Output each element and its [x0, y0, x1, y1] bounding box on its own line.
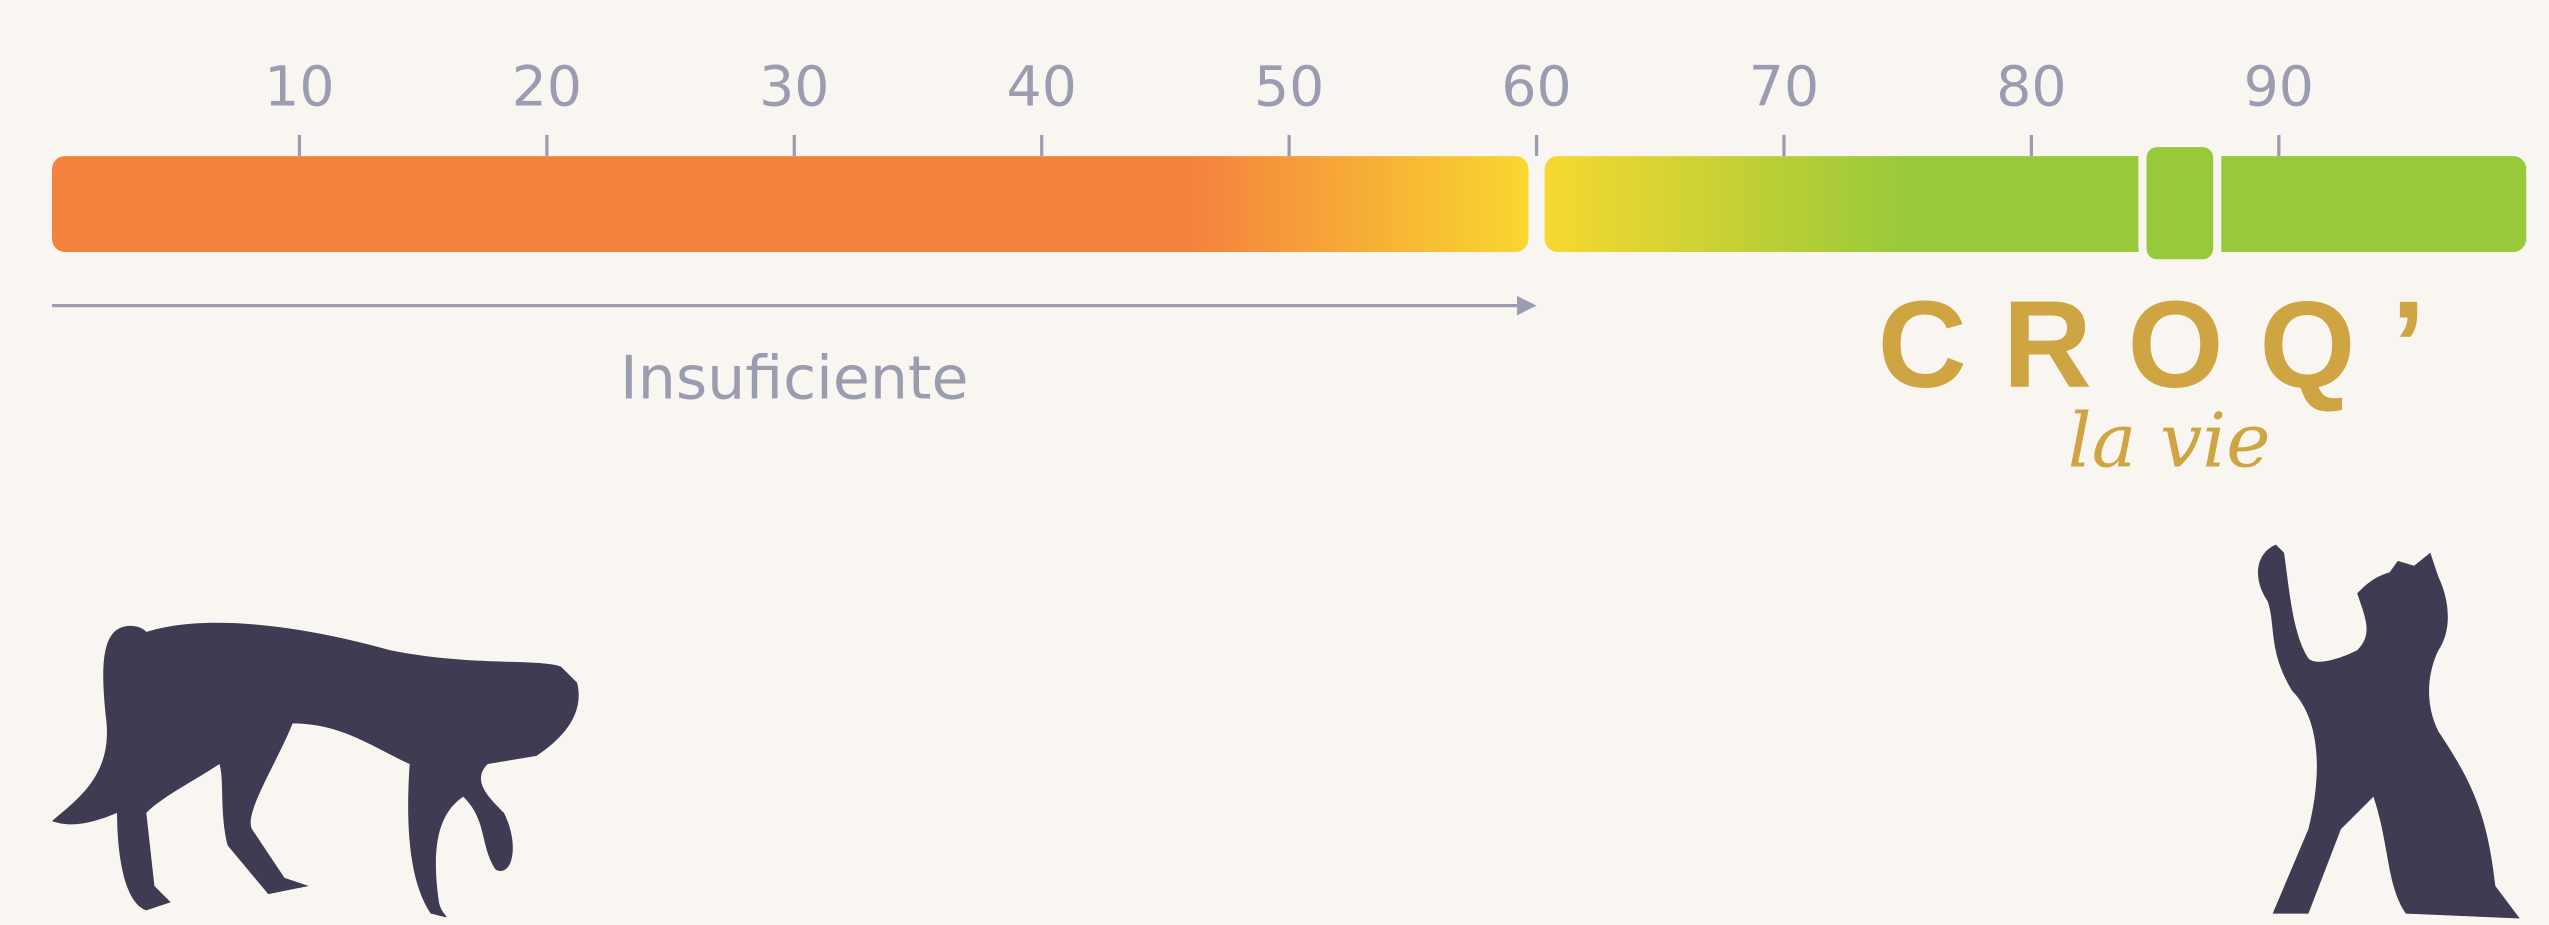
- logo-tagline: la vie: [2068, 398, 2271, 485]
- cat-sitting: [2257, 544, 2520, 919]
- tick-label: 30: [759, 56, 829, 120]
- tick-label: 90: [2244, 56, 2314, 120]
- bar-right: [1544, 156, 2527, 252]
- tick-label: 20: [512, 56, 582, 120]
- logo-name: CROQ’: [1878, 276, 2462, 414]
- tick-label: 80: [1996, 56, 2066, 120]
- tick-label: 70: [1749, 56, 1819, 120]
- tick-label: 60: [1501, 56, 1571, 120]
- cat-walking: [52, 622, 579, 918]
- range-label: Insuficiente: [620, 343, 969, 413]
- marker: [2138, 138, 2222, 268]
- tick-label: 50: [1254, 56, 1324, 120]
- bar-left: [52, 156, 1529, 252]
- tick-label: 40: [1007, 56, 1077, 120]
- arrow-head: [1517, 295, 1537, 316]
- tick-label: 10: [264, 56, 334, 120]
